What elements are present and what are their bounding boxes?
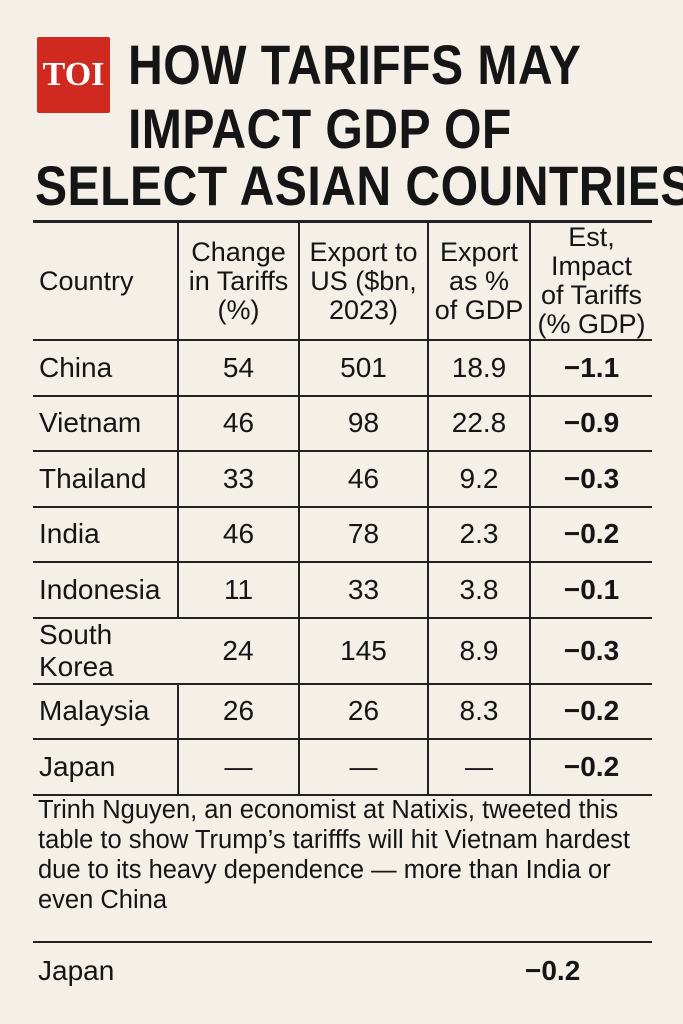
value-cell: 24 <box>222 634 254 666</box>
column-header: Export as % of GDP <box>427 221 530 340</box>
column-header-line: of GDP <box>434 294 524 325</box>
column-header-line: 2023) <box>328 294 399 325</box>
value-cell: 46 <box>177 506 299 562</box>
column-header-line: (% GDP) <box>537 309 646 339</box>
country-cell: Indonesia <box>39 573 161 605</box>
country-cell: Japan <box>39 750 116 782</box>
table-row: Thailand 33 46 9.2 −0.3 <box>33 451 652 507</box>
value-cell: — <box>427 739 530 795</box>
impact-cell: −0.9 <box>529 395 652 451</box>
table-row: Indonesia 11 33 3.8 −0.1 <box>33 562 652 618</box>
value-cell: 8.3 <box>427 683 530 739</box>
divider <box>33 941 652 943</box>
table-row: China 54 501 18.9 −1.1 <box>33 340 652 396</box>
table-row: India 46 78 2.3 −0.2 <box>33 506 652 562</box>
column-header: Country <box>33 222 178 341</box>
country-cell: China <box>39 351 113 383</box>
value-cell: 46 <box>298 451 428 507</box>
toi-logo: TOI <box>37 37 110 113</box>
column-header-line: in Tariffs <box>188 265 289 296</box>
title-line-2: IMPACT GDP OF <box>128 97 512 160</box>
column-header: Change in Tariffs (%) <box>177 221 299 340</box>
impact-cell: −0.2 <box>529 739 652 795</box>
header-row: Country Change in Tariffs (%) Export to US ($… <box>33 221 652 341</box>
value-cell: 33 <box>177 451 299 507</box>
impact-cell: −0.3 <box>529 617 652 684</box>
column-header-line: Country <box>39 265 134 296</box>
title-line-3: SELECT ASIAN COUNTRIES <box>35 154 683 217</box>
impact-cell: −0.1 <box>529 562 652 618</box>
value-cell: 46 <box>177 395 299 451</box>
impact-cell: −0.3 <box>529 451 652 507</box>
value-cell: 78 <box>298 506 428 562</box>
value-cell: 26 <box>298 683 428 739</box>
caption: Trinh Nguyen, an economist at Natixis, t… <box>38 796 630 914</box>
impact-cell: −0.2 <box>529 506 652 562</box>
value-cell: — <box>298 739 428 795</box>
column-header-line: Export to <box>309 236 418 267</box>
country-cell: Vietnam <box>39 407 142 439</box>
impact-cell: −0.2 <box>529 683 652 739</box>
value-cell: 22.8 <box>427 395 530 451</box>
impact-cell: −1.1 <box>529 340 652 396</box>
value-cell: — <box>177 739 299 795</box>
country-cell: India <box>39 518 100 550</box>
tariff-table: Country Change in Tariffs (%) Export to US ($… <box>33 220 652 796</box>
column-header-line: (%) <box>217 294 260 325</box>
title-line-1: HOW TARIFFS MAY <box>128 33 582 96</box>
value-cell: 8.9 <box>427 617 530 684</box>
country-cell: South Korea <box>39 618 114 682</box>
value-cell: 9.2 <box>427 451 530 507</box>
value-cell: 33 <box>298 562 428 618</box>
value-cell: 11 <box>177 562 299 618</box>
footer-country: Japan <box>38 955 115 986</box>
table-row: South Korea 24 145 8.9 −0.3 <box>33 617 652 684</box>
footer-value: −0.2 <box>525 955 581 986</box>
column-header-line: Change <box>191 236 286 267</box>
column-header-line: of Tariffs <box>540 280 643 310</box>
country-cell: Malaysia <box>39 695 150 727</box>
value-cell: 98 <box>298 395 428 451</box>
table-row: Vietnam 46 98 22.8 −0.9 <box>33 395 652 451</box>
value-cell: 2.3 <box>427 506 530 562</box>
value-cell: 18.9 <box>427 340 530 396</box>
column-header-line: as % <box>448 265 510 296</box>
value-cell: 3.8 <box>427 562 530 618</box>
column-header: Est, Impact of Tariffs (% GDP) <box>529 221 652 340</box>
value-cell: 501 <box>298 340 428 396</box>
column-header: Export to US ($bn, 2023) <box>298 221 428 340</box>
column-header-line: Export <box>439 236 519 267</box>
value-cell: 145 <box>298 617 428 684</box>
country-cell: Thailand <box>39 462 147 494</box>
value-cell: 54 <box>177 340 299 396</box>
value-cell: 26 <box>177 683 299 739</box>
table-row: Malaysia 26 26 8.3 −0.2 <box>33 683 652 739</box>
table-row: Japan — — — −0.2 <box>33 739 652 795</box>
column-header-line: Est, Impact <box>550 222 633 281</box>
column-header-line: US ($bn, <box>310 265 417 296</box>
